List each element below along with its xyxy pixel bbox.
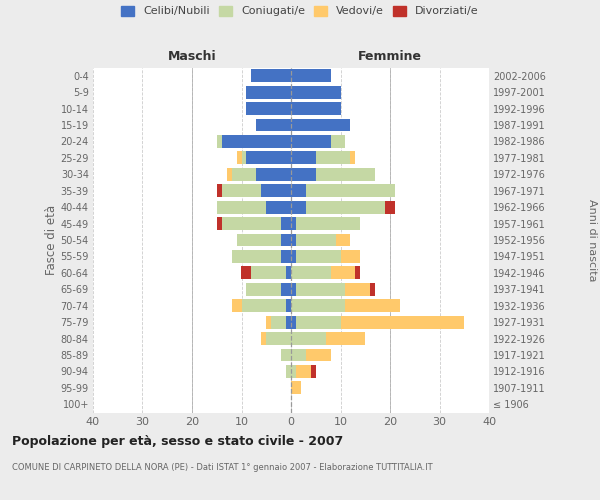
Text: Maschi: Maschi	[167, 50, 217, 62]
Bar	[266, 200, 291, 213]
Bar	[296, 283, 346, 296]
Bar	[262, 184, 291, 197]
Bar	[291, 217, 296, 230]
Bar	[232, 168, 256, 180]
Bar	[286, 300, 291, 312]
Bar	[331, 135, 346, 148]
Bar	[266, 316, 271, 328]
Bar	[256, 168, 291, 180]
Bar	[222, 184, 262, 197]
Bar	[296, 234, 335, 246]
Bar	[291, 168, 316, 180]
Bar	[266, 332, 291, 345]
Y-axis label: Fasce di età: Fasce di età	[44, 205, 58, 275]
Bar	[291, 86, 341, 98]
Bar	[355, 266, 361, 280]
Bar	[291, 135, 331, 148]
Bar	[281, 250, 291, 263]
Bar	[291, 250, 296, 263]
Bar	[281, 234, 291, 246]
Bar	[227, 168, 232, 180]
Bar	[232, 250, 281, 263]
Bar	[291, 118, 350, 132]
Bar	[350, 152, 355, 164]
Bar	[217, 200, 266, 213]
Bar	[316, 168, 375, 180]
Bar	[236, 152, 242, 164]
Bar	[247, 283, 281, 296]
Bar	[326, 332, 365, 345]
Bar	[217, 184, 222, 197]
Bar	[247, 102, 291, 115]
Bar	[291, 102, 341, 115]
Bar	[291, 70, 331, 82]
Bar	[286, 266, 291, 280]
Bar	[291, 234, 296, 246]
Bar	[311, 365, 316, 378]
Bar	[341, 316, 464, 328]
Bar	[247, 86, 291, 98]
Bar	[291, 283, 296, 296]
Bar	[247, 152, 291, 164]
Bar	[296, 217, 361, 230]
Bar	[316, 152, 350, 164]
Bar	[281, 283, 291, 296]
Text: Popolazione per età, sesso e stato civile - 2007: Popolazione per età, sesso e stato civil…	[12, 435, 343, 448]
Bar	[242, 300, 286, 312]
Bar	[286, 316, 291, 328]
Text: COMUNE DI CARPINETO DELLA NORA (PE) - Dati ISTAT 1° gennaio 2007 - Elaborazione : COMUNE DI CARPINETO DELLA NORA (PE) - Da…	[12, 462, 433, 471]
Bar	[232, 300, 242, 312]
Bar	[256, 118, 291, 132]
Text: Femmine: Femmine	[358, 50, 422, 62]
Bar	[331, 266, 355, 280]
Bar	[291, 316, 296, 328]
Bar	[222, 135, 291, 148]
Bar	[306, 200, 385, 213]
Bar	[291, 266, 331, 280]
Bar	[251, 266, 286, 280]
Bar	[291, 348, 306, 362]
Bar	[217, 135, 222, 148]
Bar	[341, 250, 361, 263]
Bar	[271, 316, 286, 328]
Bar	[291, 152, 316, 164]
Bar	[346, 300, 400, 312]
Bar	[291, 184, 306, 197]
Bar	[222, 217, 281, 230]
Bar	[306, 348, 331, 362]
Bar	[291, 365, 296, 378]
Bar	[286, 365, 291, 378]
Bar	[306, 184, 395, 197]
Bar	[296, 250, 341, 263]
Bar	[291, 300, 346, 312]
Bar	[242, 266, 251, 280]
Bar	[281, 217, 291, 230]
Legend: Celibi/Nubili, Coniugati/e, Vedovi/e, Divorziati/e: Celibi/Nubili, Coniugati/e, Vedovi/e, Di…	[121, 6, 479, 16]
Bar	[346, 283, 370, 296]
Bar	[296, 365, 311, 378]
Bar	[262, 332, 266, 345]
Bar	[291, 382, 301, 394]
Bar	[291, 332, 326, 345]
Bar	[236, 234, 281, 246]
Bar	[291, 200, 306, 213]
Bar	[335, 234, 350, 246]
Text: Anni di nascita: Anni di nascita	[587, 198, 597, 281]
Bar	[242, 152, 247, 164]
Bar	[296, 316, 341, 328]
Bar	[281, 348, 291, 362]
Bar	[217, 217, 222, 230]
Bar	[385, 200, 395, 213]
Bar	[251, 70, 291, 82]
Bar	[370, 283, 375, 296]
